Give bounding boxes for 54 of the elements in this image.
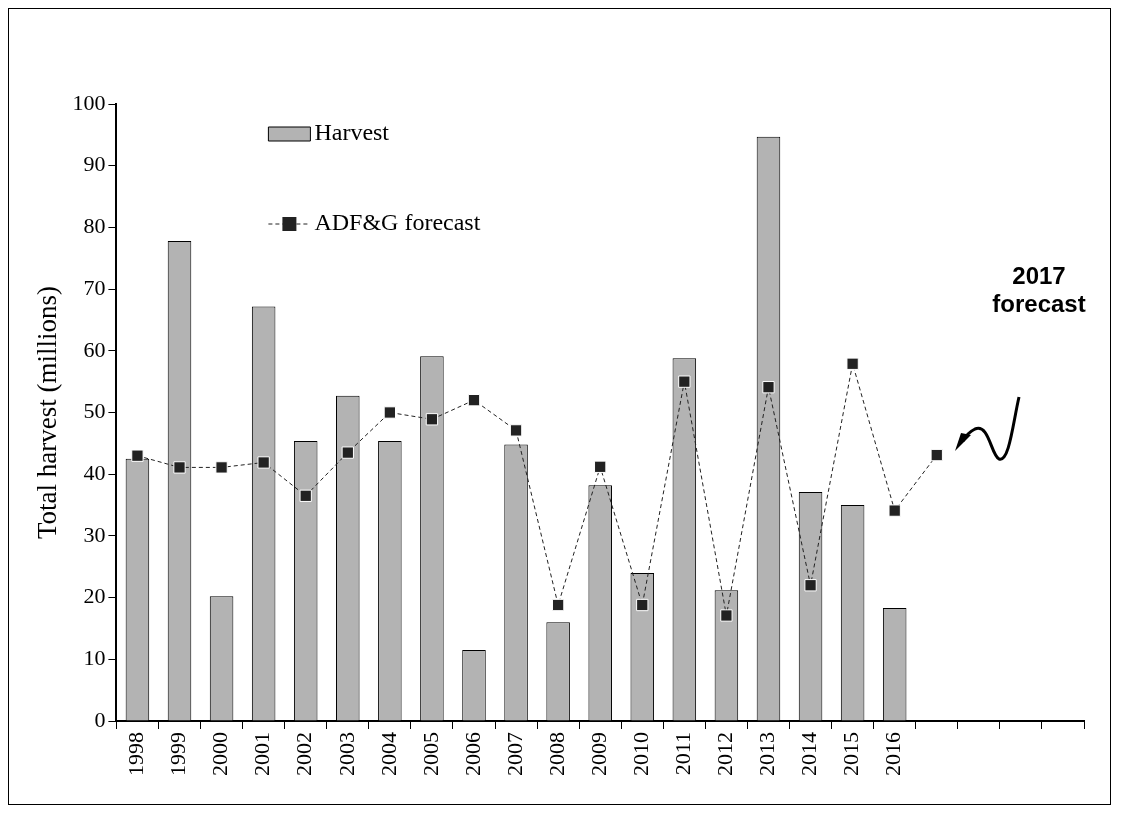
y-tick-label: 100 <box>72 89 106 115</box>
x-tick-label: 2010 <box>628 732 654 776</box>
x-tick-label: 2014 <box>796 732 822 776</box>
legend-label: Harvest <box>314 119 390 146</box>
x-tick-label: 2008 <box>543 732 569 776</box>
point <box>173 461 186 474</box>
x-tick-label: 2006 <box>459 732 485 776</box>
point <box>762 381 775 394</box>
point <box>467 394 481 407</box>
x-tick-label: 2009 <box>585 732 611 776</box>
point <box>383 406 397 419</box>
legend-label: ADF&G forecast <box>314 209 481 236</box>
x-tick-label: 2011 <box>670 732 696 776</box>
x-tick-label: 2004 <box>375 732 401 776</box>
point <box>551 598 565 612</box>
point <box>299 489 312 502</box>
point <box>804 579 817 592</box>
y-tick-label: 20 <box>83 583 106 609</box>
point <box>425 413 439 426</box>
y-tick-label: 80 <box>83 213 106 239</box>
point <box>594 460 607 473</box>
point <box>131 449 144 462</box>
point <box>720 609 733 622</box>
x-tick-label: 2001 <box>249 732 275 776</box>
point <box>257 456 270 469</box>
x-tick-label: 2002 <box>291 732 317 776</box>
y-tick-label: 0 <box>94 706 106 732</box>
y-tick-label: 90 <box>83 151 106 177</box>
point <box>888 504 901 517</box>
annotation: 2017 forecast <box>992 262 1086 317</box>
x-tick-label: 2000 <box>207 732 233 776</box>
x-tick-label: 2016 <box>880 732 906 776</box>
point <box>846 357 859 370</box>
y-tick-label: 10 <box>83 645 106 671</box>
y-tick-label: 40 <box>83 459 106 485</box>
x-tick-label: 2005 <box>417 732 443 776</box>
point <box>678 375 691 388</box>
x-tick-label: 1999 <box>165 732 191 776</box>
point <box>509 424 523 437</box>
point <box>636 598 649 612</box>
y-tick-label: 70 <box>83 274 106 300</box>
x-tick-label: 2012 <box>712 732 738 776</box>
x-tick-label: 2015 <box>838 732 864 776</box>
x-tick-label: 1998 <box>123 732 149 776</box>
y-tick-label: 30 <box>83 521 106 547</box>
y-tick-label: 50 <box>83 398 106 424</box>
x-tick-label: 2007 <box>501 732 527 776</box>
x-tick-label: 2003 <box>333 732 359 776</box>
point <box>341 446 354 459</box>
y-axis-title: Total harvest (millions) <box>32 285 63 540</box>
point <box>215 461 228 474</box>
y-tick-label: 60 <box>83 336 106 362</box>
x-tick-label: 2013 <box>754 732 780 776</box>
point <box>930 448 943 462</box>
